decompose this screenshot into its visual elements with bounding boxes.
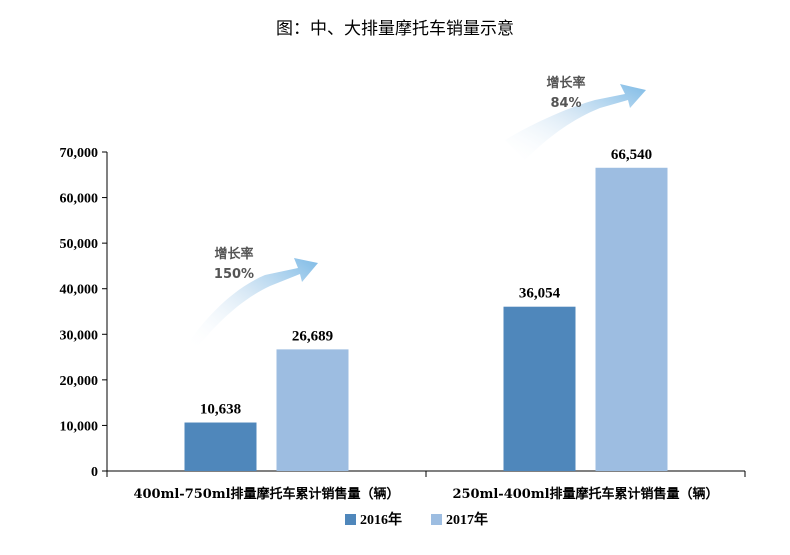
x-category-label: 250ml-400ml排量摩托车累计销售量（辆） — [452, 486, 718, 502]
bar — [184, 422, 257, 471]
bar — [595, 167, 668, 472]
legend-label: 2016年 — [360, 511, 402, 528]
growth-rate-value: 84% — [550, 96, 581, 111]
data-label: 26,689 — [292, 328, 333, 344]
legend-swatch — [431, 514, 442, 525]
y-tick-label: 70,000 — [60, 146, 99, 161]
y-tick-label: 0 — [91, 465, 98, 480]
y-tick-label: 20,000 — [60, 374, 99, 389]
bar — [276, 349, 349, 471]
growth-rate-label: 增长率 — [214, 246, 253, 262]
y-tick-label: 10,000 — [60, 419, 99, 434]
chart-title: 图：中、大排量摩托车销量示意 — [276, 19, 514, 39]
growth-arrow — [505, 84, 646, 160]
legend-label: 2017年 — [446, 511, 488, 528]
data-label: 10,638 — [200, 402, 241, 418]
growth-rate-value: 150% — [214, 267, 254, 282]
data-label: 66,540 — [611, 147, 652, 163]
y-tick-label: 30,000 — [60, 328, 99, 343]
y-tick-label: 50,000 — [60, 237, 99, 252]
y-tick-label: 60,000 — [60, 192, 99, 207]
x-category-label: 400ml-750ml排量摩托车累计销售量（辆） — [133, 486, 399, 502]
growth-arrow — [190, 258, 318, 350]
bar — [503, 306, 576, 471]
y-tick-label: 40,000 — [60, 283, 99, 298]
legend-swatch — [345, 514, 356, 525]
growth-rate-label: 增长率 — [546, 75, 585, 91]
data-label: 36,054 — [519, 286, 561, 302]
